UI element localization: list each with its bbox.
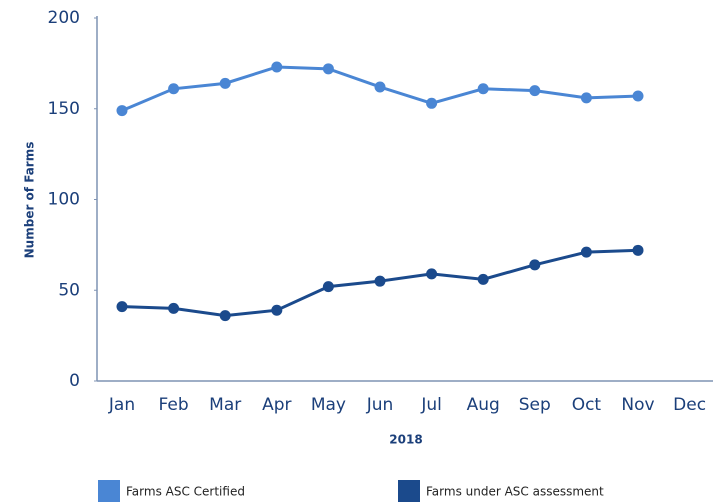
x-tick-label: Aug — [467, 395, 500, 415]
data-point — [477, 83, 489, 95]
data-point — [116, 301, 128, 313]
y-tick-label: 100 — [48, 190, 80, 210]
data-point — [529, 259, 541, 271]
data-point — [322, 63, 334, 75]
x-tick-label: Jun — [366, 395, 394, 415]
x-tick-label: Oct — [572, 395, 602, 415]
data-point — [219, 310, 231, 322]
x-tick-label: Apr — [262, 395, 291, 415]
data-point — [426, 97, 438, 109]
data-point — [219, 77, 231, 89]
x-axis-label: 2018 — [389, 433, 422, 447]
x-tick-label: Dec — [673, 395, 706, 415]
y-tick-label: 200 — [48, 8, 80, 28]
y-tick-label: 50 — [58, 280, 80, 300]
data-point — [580, 246, 592, 258]
data-point — [271, 304, 283, 316]
x-tick-label: Feb — [159, 395, 189, 415]
x-tick-label: Sep — [519, 395, 551, 415]
x-tick-label: Nov — [621, 395, 654, 415]
data-point — [426, 268, 438, 280]
data-point — [374, 275, 386, 287]
x-tick-label: Jul — [420, 395, 442, 415]
data-point — [116, 105, 128, 117]
data-point — [168, 83, 180, 95]
data-point — [168, 302, 180, 314]
data-point — [271, 61, 283, 73]
data-point — [529, 85, 541, 97]
y-tick-label: 0 — [69, 371, 80, 391]
data-point — [632, 90, 644, 102]
legend-label: Farms ASC Certified — [126, 485, 245, 499]
data-point — [632, 244, 644, 256]
y-tick-label: 150 — [48, 99, 80, 119]
data-point — [322, 281, 334, 293]
legend-label: Farms under ASC assessment — [426, 485, 604, 499]
data-point — [477, 273, 489, 285]
x-tick-label: Mar — [209, 395, 241, 415]
legend-swatch — [98, 480, 120, 502]
data-point — [374, 81, 386, 93]
legend-swatch — [398, 480, 420, 502]
y-axis-label: Number of Farms — [23, 142, 37, 259]
data-point — [580, 92, 592, 104]
x-tick-label: Jan — [108, 395, 135, 415]
x-tick-label: May — [311, 395, 346, 415]
